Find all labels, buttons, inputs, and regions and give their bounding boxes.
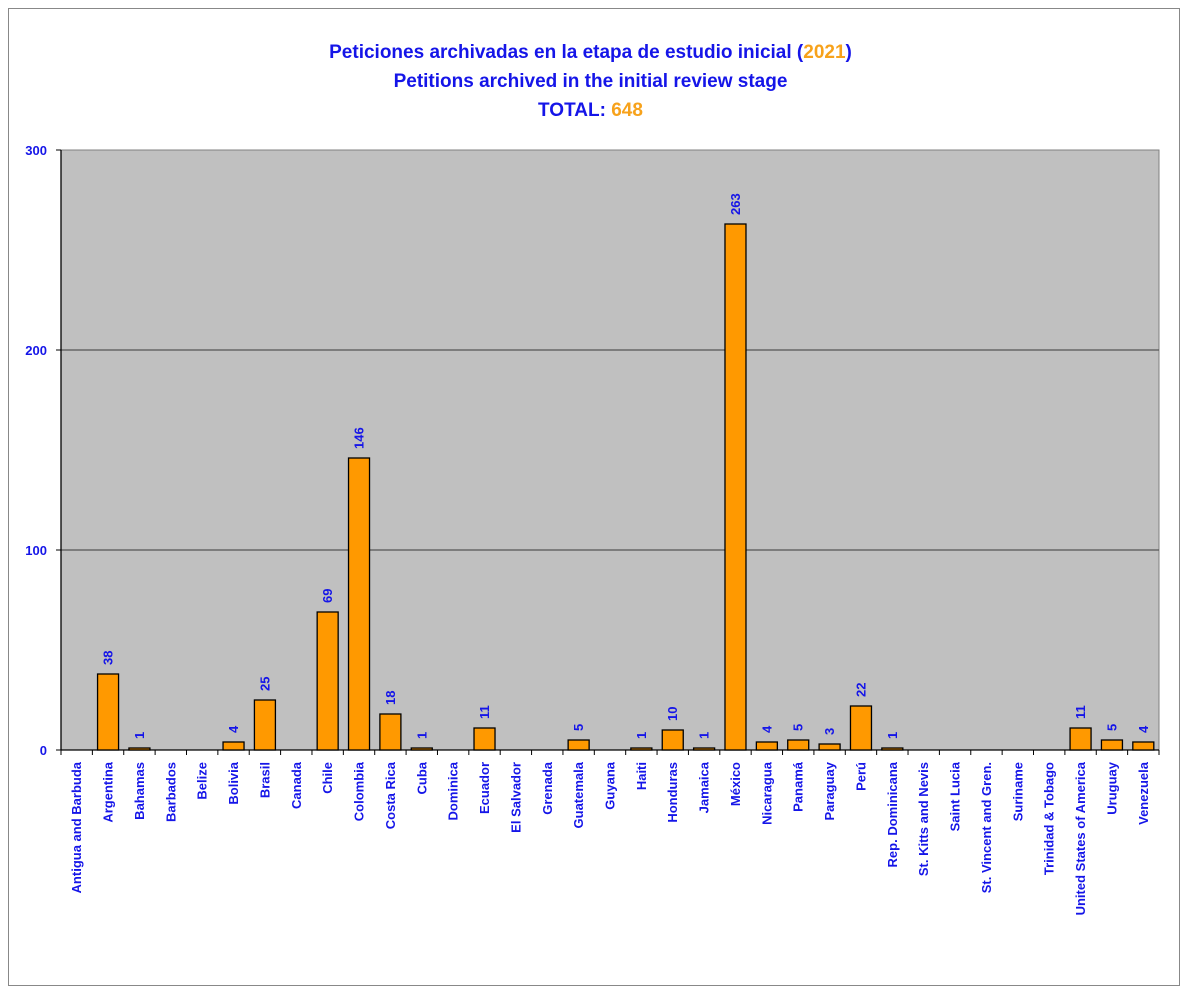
category-label: Cuba bbox=[414, 761, 429, 794]
category-label: Ecuador bbox=[477, 762, 492, 814]
bar bbox=[1100, 739, 1124, 751]
category-label: Argentina bbox=[101, 761, 116, 822]
bar bbox=[473, 727, 496, 751]
category-label: Uruguay bbox=[1104, 761, 1119, 815]
category-label: Saint Lucia bbox=[948, 761, 963, 831]
data-label: 22 bbox=[853, 683, 868, 697]
bar bbox=[379, 713, 402, 751]
category-label: Bahamas bbox=[132, 762, 147, 820]
bar bbox=[755, 741, 779, 751]
category-label: Perú bbox=[853, 762, 868, 791]
category-label: United States of America bbox=[1073, 761, 1088, 915]
data-label: 4 bbox=[1136, 725, 1151, 733]
bar bbox=[724, 223, 747, 751]
data-label: 5 bbox=[791, 724, 806, 731]
category-label: Grenada bbox=[540, 761, 555, 815]
bar bbox=[787, 739, 810, 751]
title-prefix: Peticiones archivadas en la etapa de est… bbox=[329, 42, 804, 63]
data-label: 18 bbox=[383, 691, 398, 705]
bar bbox=[881, 747, 904, 751]
chart-title: Peticiones archivadas en la etapa de est… bbox=[0, 38, 1181, 125]
category-label: Rep. Dominicana bbox=[885, 761, 900, 867]
category-label: St. Vincent and Gren. bbox=[979, 762, 994, 893]
bar bbox=[410, 747, 433, 751]
data-label: 38 bbox=[101, 651, 116, 665]
data-label: 1 bbox=[634, 732, 649, 739]
category-label: Canada bbox=[289, 761, 304, 809]
category-label: Honduras bbox=[665, 762, 680, 823]
category-label: Belize bbox=[195, 762, 210, 800]
y-tick-label: 0 bbox=[40, 743, 47, 758]
bar bbox=[818, 743, 841, 751]
data-label: 1 bbox=[132, 732, 147, 739]
title-line-2: Petitions archived in the initial review… bbox=[393, 71, 788, 92]
y-tick-label: 300 bbox=[25, 143, 47, 158]
bar bbox=[128, 747, 151, 751]
data-label: 69 bbox=[320, 589, 335, 603]
bar bbox=[316, 611, 339, 751]
data-label: 25 bbox=[257, 677, 272, 691]
bar bbox=[661, 729, 684, 751]
category-label: Barbados bbox=[163, 762, 178, 822]
data-label: 263 bbox=[728, 193, 743, 215]
category-label: Guyana bbox=[603, 761, 618, 809]
data-label: 146 bbox=[352, 427, 367, 449]
bar bbox=[567, 739, 590, 751]
title-year: 2021 bbox=[803, 42, 846, 63]
category-label: Guatemala bbox=[571, 761, 586, 828]
data-label: 11 bbox=[1073, 705, 1088, 719]
title-total: TOTAL: 648 bbox=[0, 96, 1181, 125]
category-label: Colombia bbox=[352, 761, 367, 821]
bar bbox=[1069, 727, 1092, 751]
data-label: 1 bbox=[885, 732, 900, 739]
data-label: 11 bbox=[477, 705, 492, 719]
category-label: Paraguay bbox=[822, 761, 837, 820]
bar bbox=[630, 747, 653, 751]
category-label: Antigua and Barbuda bbox=[69, 761, 84, 893]
y-tick-label: 100 bbox=[25, 543, 47, 558]
plot-area bbox=[60, 149, 1160, 751]
data-label: 4 bbox=[226, 725, 241, 733]
data-label: 4 bbox=[759, 725, 774, 733]
bar bbox=[1132, 741, 1155, 751]
category-label: Bolivia bbox=[226, 761, 241, 804]
bar bbox=[692, 747, 716, 751]
category-label: Suriname bbox=[1010, 762, 1025, 821]
category-label: México bbox=[728, 762, 743, 806]
category-label: Venezuela bbox=[1136, 761, 1151, 825]
category-label: Brasil bbox=[257, 762, 272, 798]
category-label: El Salvador bbox=[508, 762, 523, 833]
data-label: 5 bbox=[571, 724, 586, 731]
bar bbox=[253, 699, 277, 751]
total-label: TOTAL: bbox=[538, 100, 606, 121]
total-value: 648 bbox=[611, 100, 643, 121]
data-label: 1 bbox=[697, 732, 712, 739]
title-line-1: Peticiones archivadas en la etapa de est… bbox=[0, 38, 1181, 67]
category-label: Nicaragua bbox=[759, 761, 774, 825]
category-label: Jamaica bbox=[697, 761, 712, 813]
category-label: Haiti bbox=[634, 762, 649, 790]
data-label: 5 bbox=[1104, 724, 1119, 731]
bar bbox=[222, 741, 245, 751]
category-label: Trinidad & Tobago bbox=[1042, 762, 1057, 875]
category-label: Dominica bbox=[446, 761, 461, 820]
bar bbox=[347, 457, 371, 751]
bar bbox=[96, 673, 120, 751]
bar bbox=[849, 705, 873, 751]
data-label: 10 bbox=[665, 707, 680, 721]
data-label: 3 bbox=[822, 728, 837, 735]
category-label: Panamá bbox=[791, 761, 806, 812]
category-label: St. Kitts and Nevis bbox=[916, 762, 931, 876]
data-label: 1 bbox=[414, 732, 429, 739]
category-label: Chile bbox=[320, 762, 335, 794]
title-suffix: ) bbox=[845, 42, 852, 63]
category-label: Costa Rica bbox=[383, 761, 398, 829]
y-tick-label: 200 bbox=[25, 343, 47, 358]
